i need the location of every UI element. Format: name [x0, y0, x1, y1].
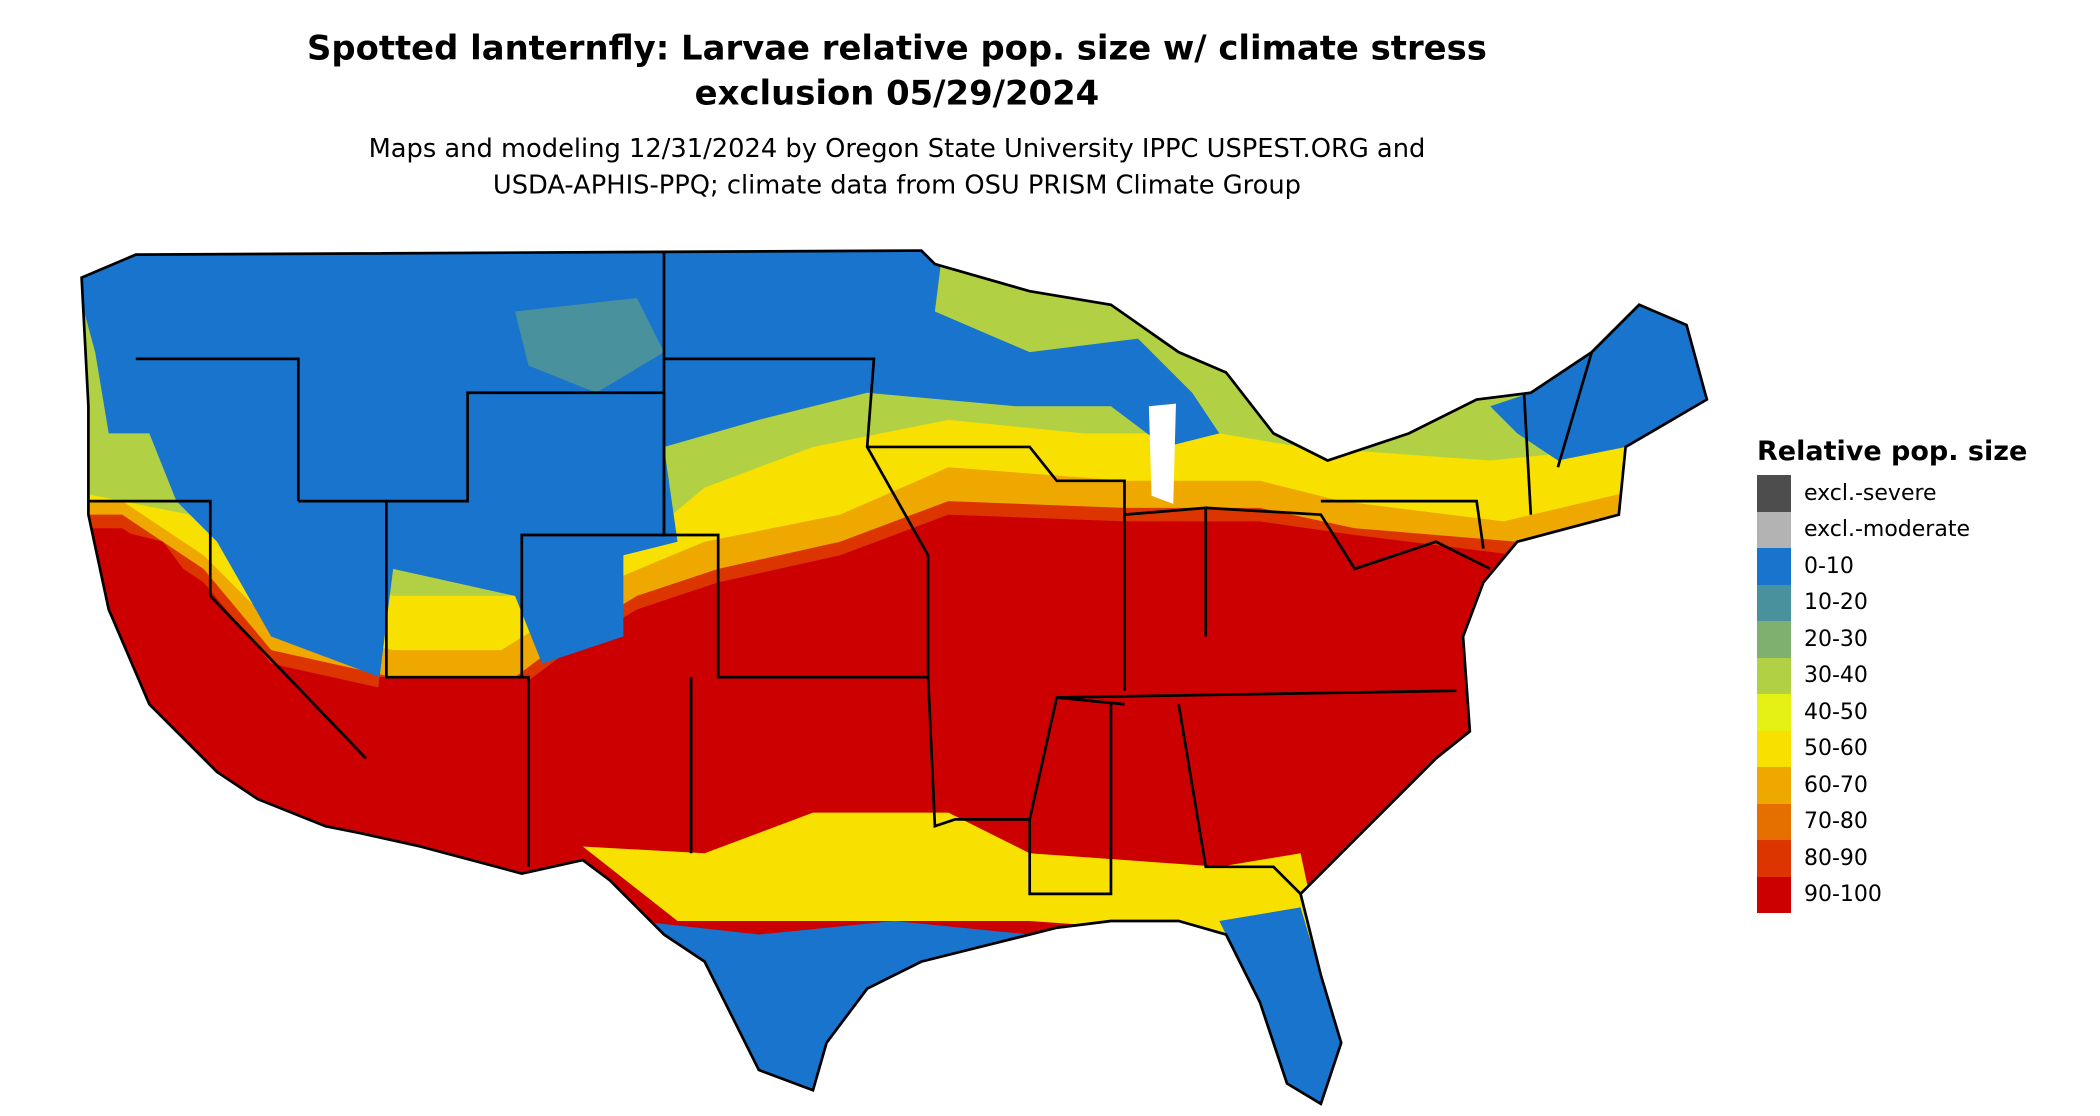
lake-michigan [1148, 403, 1176, 504]
legend-item: 10-20 [1757, 584, 2027, 621]
legend-item: 60-70 [1757, 767, 2027, 804]
legend: Relative pop. size excl.-severe excl.-mod… [1757, 436, 2027, 913]
legend-label: 90-100 [1804, 882, 1882, 908]
legend-item: 20-30 [1757, 621, 2027, 658]
legend-swatch [1757, 730, 1791, 767]
legend-label: 20-30 [1804, 626, 1868, 652]
legend-item: 0-10 [1757, 548, 2027, 585]
legend-item: 50-60 [1757, 730, 2027, 767]
legend-item: 90-100 [1757, 876, 2027, 913]
legend-swatch [1757, 803, 1791, 840]
legend-swatch [1757, 657, 1791, 694]
title-line-1: Spotted lanternfly: Larvae relative pop.… [307, 29, 1487, 68]
state-borders [88, 250, 1594, 896]
legend-label: 40-50 [1804, 699, 1868, 725]
legend-item: 80-90 [1757, 840, 2027, 877]
title-line-2: exclusion 05/29/2024 [695, 73, 1100, 112]
legend-label: excl.-moderate [1804, 517, 1970, 543]
legend-label: 0-10 [1804, 553, 1854, 579]
legend-label: 30-40 [1804, 663, 1868, 689]
legend-swatch [1757, 876, 1791, 913]
legend-swatch [1757, 584, 1791, 621]
us-outline [80, 249, 1709, 1106]
legend-swatch [1757, 840, 1791, 877]
legend-label: 60-70 [1804, 772, 1868, 798]
legend-item: excl.-moderate [1757, 511, 2027, 548]
legend-label: 80-90 [1804, 845, 1868, 871]
legend-item: excl.-severe [1757, 475, 2027, 512]
legend-label: 70-80 [1804, 809, 1868, 835]
legend-swatch [1757, 548, 1791, 585]
legend-label: 50-60 [1804, 736, 1868, 762]
subtitle-line-1: Maps and modeling 12/31/2024 by Oregon S… [369, 134, 1426, 164]
legend-swatch [1757, 694, 1791, 731]
legend-item: 30-40 [1757, 657, 2027, 694]
subtitle-line-2: USDA-APHIS-PPQ; climate data from OSU PR… [493, 171, 1301, 201]
legend-swatch [1757, 511, 1791, 548]
legend-item: 40-50 [1757, 694, 2027, 731]
legend-swatch [1757, 767, 1791, 804]
legend-title: Relative pop. size [1757, 436, 2028, 467]
legend-swatch [1757, 475, 1791, 512]
legend-label: 10-20 [1804, 590, 1868, 616]
legend-swatch [1757, 621, 1791, 658]
legend-label: excl.-severe [1804, 480, 1937, 506]
legend-item: 70-80 [1757, 803, 2027, 840]
population-raster [81, 250, 1707, 1104]
